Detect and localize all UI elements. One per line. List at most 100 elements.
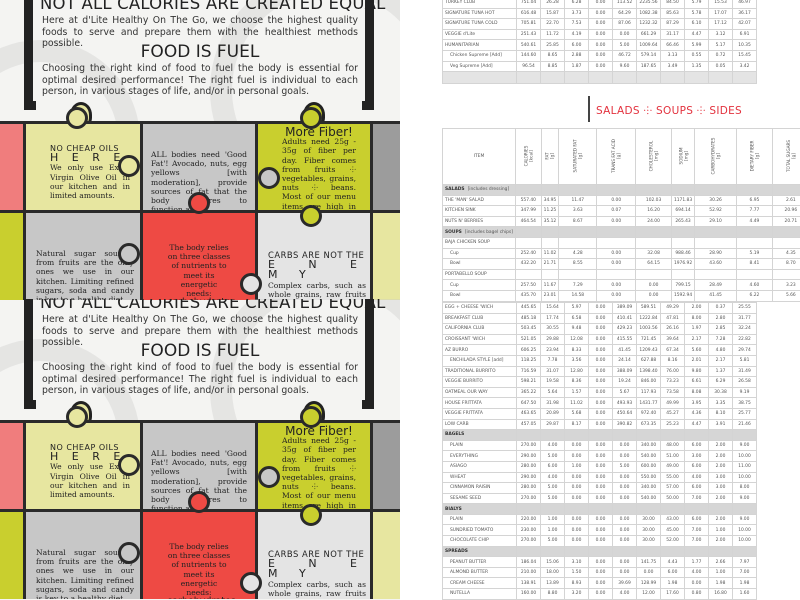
nutrient-value bbox=[771, 236, 800, 249]
nutrient-value: 11.02 bbox=[564, 397, 589, 409]
column-header-label: FAT [g] bbox=[545, 152, 555, 159]
puzzle-knob bbox=[118, 155, 140, 177]
empty-cell bbox=[708, 71, 733, 85]
nutrient-value: 0.00 bbox=[612, 556, 637, 568]
empty-cell bbox=[708, 429, 733, 441]
nutrient-value: 24.00 bbox=[635, 215, 672, 228]
nutrient-value: 340.00 bbox=[636, 439, 661, 452]
nutrient-value: 0.00 bbox=[635, 279, 672, 291]
nutrient-value: 8.33 bbox=[564, 344, 589, 356]
empty-cell bbox=[684, 545, 709, 558]
nutrient-value: 4.36 bbox=[684, 407, 709, 420]
puzzle-knob bbox=[300, 504, 322, 526]
nutrient-value: 0.00 bbox=[588, 535, 613, 547]
nutrient-value bbox=[596, 236, 637, 249]
nutrient-value: 2.88 bbox=[564, 49, 589, 62]
empty-cell bbox=[708, 545, 733, 558]
section-title: SALADS ⸭ SOUPS ⸭ SIDES bbox=[596, 105, 743, 117]
nutrient-value: 3.56 bbox=[564, 354, 589, 367]
nutrient-value: 503.45 bbox=[516, 323, 541, 335]
nutrient-value: 7.00 bbox=[684, 524, 709, 537]
nutrient-value: 4.47 bbox=[684, 28, 709, 41]
nutrient-value bbox=[596, 268, 637, 281]
nutrient-value: 26.58 bbox=[732, 376, 757, 388]
nutrient-value: 0.80 bbox=[684, 588, 709, 600]
empty-cell bbox=[588, 545, 613, 558]
nutrient-value: 10.00 bbox=[732, 524, 757, 537]
nutrient-value: 2.80 bbox=[708, 312, 733, 325]
nutrient-value: 6.00 bbox=[540, 460, 565, 473]
table-row: CALIFORNIA CLUB 503.45 30.55 9.48 0.00 429.23… bbox=[442, 323, 757, 335]
intro-paragraph: Here at d'Lite Healthy On The Go, we cho… bbox=[42, 314, 358, 348]
table-row: BREAKFAST CLUB 485.18 17.74 6.58 0.00 410.41 1… bbox=[442, 312, 757, 325]
intro-title: NOT ALL CALORIES ARE CREATED EQUAL bbox=[40, 299, 386, 312]
table-section-row: SPREADS bbox=[442, 545, 757, 558]
nutrient-value: 270.00 bbox=[516, 492, 541, 505]
item-name: VEGGIE d'Lite bbox=[442, 28, 517, 41]
nutrient-value: 30.00 bbox=[636, 535, 661, 547]
nutrient-value: 540.00 bbox=[636, 450, 661, 462]
nutrient-value: 1232.32 bbox=[636, 18, 661, 30]
empty-cell bbox=[564, 545, 589, 558]
table-row: AZ BURRO 606.25 23.94 8.33 0.00 41.45 1209.43 6… bbox=[442, 344, 757, 356]
carbs-heading: CARBS ARE NOT THE bbox=[268, 250, 365, 260]
nutrient-value: 265.43 bbox=[670, 215, 696, 228]
carbs-heading-enemy: E N E M Y bbox=[268, 258, 366, 282]
column-header-label: CARBOHYDRATES [g] bbox=[711, 138, 721, 175]
nutrient-value: 67.34 bbox=[660, 344, 685, 356]
table-section-row: SALADS [includes dressing] bbox=[442, 184, 800, 196]
table-row: SUNDRIED TOMATO 230.00 1.00 0.00 0.00 0.00 30.… bbox=[442, 524, 757, 537]
nutrient-value: 0.00 bbox=[612, 492, 637, 505]
table-row: CINNAMON RAISIN 280.00 5.00 0.00 0.00 0.00 340… bbox=[442, 482, 757, 494]
nutrient-value: 390.82 bbox=[612, 418, 637, 431]
nutrient-value: 160.00 bbox=[516, 588, 541, 600]
nutrient-value: 8.00 bbox=[684, 312, 709, 325]
table-row: SIGNATURE TUNA HOT 616.48 15.87 3.73 0.00 64.… bbox=[442, 7, 757, 20]
nutrient-value: 8.70 bbox=[771, 258, 800, 270]
nutrient-value: 13.89 bbox=[540, 577, 565, 590]
nutrient-value: 0.00 bbox=[564, 450, 589, 462]
table-row: CROISSANT 'WICH 521.05 29.88 12.08 0.00 415.5… bbox=[442, 333, 757, 346]
nutrient-value: 7.78 bbox=[540, 354, 565, 367]
nutrient-value: 1.60 bbox=[732, 588, 757, 600]
nutrient-value: 17.74 bbox=[540, 312, 565, 325]
nutrient-value: 7.29 bbox=[558, 279, 598, 291]
nutrient-value: 28.90 bbox=[694, 247, 738, 260]
nutrient-value: 29.88 bbox=[540, 333, 565, 346]
nutrient-value: 0.00 bbox=[588, 566, 613, 579]
nutrient-value: 5.00 bbox=[612, 39, 637, 51]
empty-cell bbox=[596, 184, 637, 196]
infographic-copy-2: NOT ALL CALORIES ARE CREATED EQUAL Here … bbox=[0, 299, 400, 600]
table-section-row: BAGELS bbox=[442, 429, 757, 441]
nutrient-value: 600.00 bbox=[636, 460, 661, 473]
nutrient-value: 0.00 bbox=[588, 60, 613, 73]
nutrient-value: 1009.64 bbox=[636, 39, 661, 51]
nutrient-value: 46.72 bbox=[612, 49, 637, 62]
nutrient-value: 0.00 bbox=[612, 450, 637, 462]
nutrient-value: 9.00 bbox=[732, 439, 757, 452]
nutrient-value: 463.65 bbox=[516, 407, 541, 420]
fiber-body: Adults need 25g - 35g of fiber per day. … bbox=[282, 436, 356, 519]
nutrient-value: 49.99 bbox=[660, 397, 685, 409]
column-name: SODIUM bbox=[678, 147, 684, 165]
nutrient-value: 0.00 bbox=[588, 460, 613, 473]
item-name: SESAME SEED bbox=[442, 492, 517, 505]
nutrient-value: 627.88 bbox=[636, 354, 661, 367]
nutrient-value: 5.19 bbox=[736, 247, 773, 260]
nutrient-value: 0.00 bbox=[588, 577, 613, 590]
nutrient-value: 11.67 bbox=[540, 279, 560, 291]
nutrient-value: 7.53 bbox=[564, 18, 589, 30]
nutrient-value: 410.41 bbox=[612, 312, 637, 325]
nutrient-value: 1.98 bbox=[708, 577, 733, 590]
nutrient-value: 12.00 bbox=[636, 588, 661, 600]
nutrient-value: 598.21 bbox=[516, 376, 541, 388]
nutrient-value: 280.00 bbox=[516, 482, 541, 494]
empty-cell bbox=[540, 545, 565, 558]
nutrient-value: 0.00 bbox=[612, 439, 637, 452]
empty-cell bbox=[612, 429, 637, 441]
nutrient-value: 0.00 bbox=[636, 566, 661, 579]
empty-cell bbox=[684, 503, 709, 515]
section-label: SOUPS [includes bagel chips] bbox=[442, 226, 516, 238]
item-name: ENCHILADA STYLE [add] bbox=[442, 354, 517, 367]
nutrient-value: 1209.43 bbox=[636, 344, 661, 356]
